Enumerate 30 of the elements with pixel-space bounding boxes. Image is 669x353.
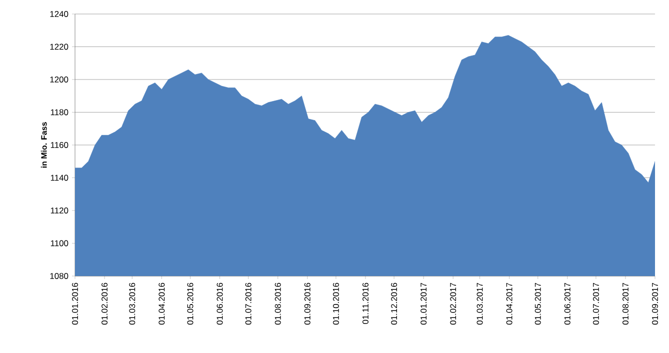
x-tick-label: 01.09.2017 <box>652 282 658 325</box>
x-tick-label: 01.06.2016 <box>216 282 223 325</box>
y-tick-label: 1080 <box>50 273 68 279</box>
x-tick-label: 01.03.2016 <box>129 282 136 325</box>
x-tick-label: 01.01.2017 <box>420 282 427 325</box>
y-tick-label: 1160 <box>50 142 68 148</box>
x-tick-label: 01.07.2016 <box>245 282 252 325</box>
x-tick-label: 01.02.2017 <box>450 282 456 325</box>
x-tick-label: 01.05.2017 <box>534 282 541 325</box>
x-tick-label: 01.10.2016 <box>332 282 339 325</box>
y-tick-label: 1120 <box>50 208 68 214</box>
x-tick-label: 01.07.2017 <box>592 282 599 325</box>
x-tick-label: 01.08.2016 <box>274 282 281 325</box>
y-tick-label: 1180 <box>50 109 68 116</box>
x-tick-label: 01.02.2016 <box>102 282 108 325</box>
x-tick-label: 01.06.2017 <box>564 282 570 325</box>
x-tick-label: 01.05.2016 <box>187 282 194 325</box>
x-tick-label: 01.04.2017 <box>506 282 512 325</box>
y-tick-label: 1100 <box>50 240 68 246</box>
y-tick-label: 1200 <box>50 76 68 82</box>
y-tick-label: 1140 <box>50 174 68 181</box>
x-tick-label: 01.09.2016 <box>304 282 310 325</box>
x-tick-label: 01.12.2016 <box>391 282 398 325</box>
y-tick-label: 1240 <box>50 11 68 17</box>
x-tick-label: 01.03.2017 <box>476 282 483 325</box>
y-tick-label: 1220 <box>50 44 68 50</box>
x-tick-label: 01.04.2016 <box>158 282 165 325</box>
x-tick-label: 01.01.2016 <box>72 282 78 325</box>
x-tick-label: 01.11.2016 <box>362 282 368 324</box>
x-tick-label: 01.08.2017 <box>622 282 628 325</box>
